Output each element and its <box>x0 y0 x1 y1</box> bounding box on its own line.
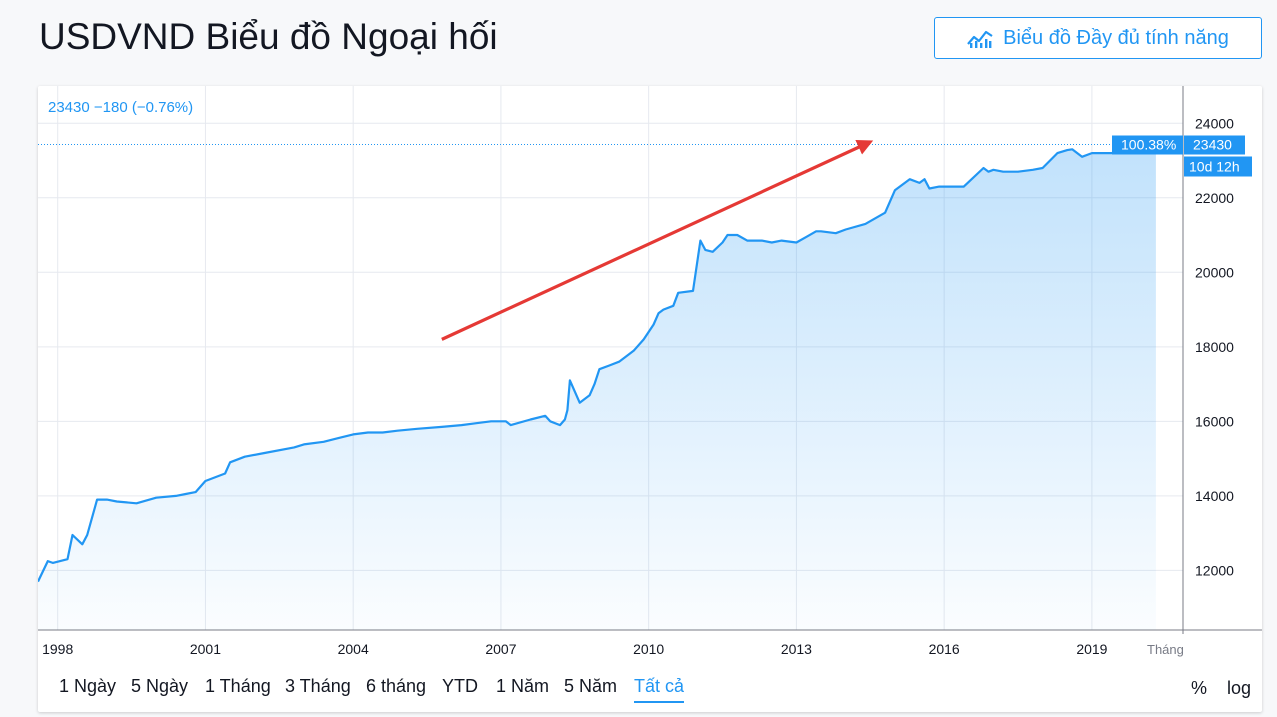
chart-area[interactable]: 12000 14000 16000 18000 20000 22000 24000 1998 2… <box>38 86 1262 672</box>
y-tick-label: 18000 <box>1195 339 1234 355</box>
last-price-label: 23430 <box>1193 136 1232 152</box>
pct-badge <box>1112 135 1183 155</box>
range-5d[interactable]: 5 Ngày <box>131 676 189 696</box>
range-1m[interactable]: 1 Tháng <box>205 676 271 696</box>
range-3m[interactable]: 3 Tháng <box>285 676 351 696</box>
x-tick-label: 2001 <box>190 641 221 657</box>
range-6m[interactable]: 6 tháng <box>366 676 427 696</box>
x-tick-label: 2016 <box>929 641 960 657</box>
range-1d[interactable]: 1 Ngày <box>59 676 117 696</box>
legend-value-line: 23430 −180 (−0.76%) <box>48 99 193 116</box>
percent-toggle[interactable]: % <box>1191 678 1208 698</box>
range-ytd[interactable]: YTD <box>442 676 478 696</box>
chart-line-icon <box>967 30 993 48</box>
legend-change: −180 <box>93 99 128 116</box>
x-tick-label: 2013 <box>781 641 812 657</box>
y-tick-label: 14000 <box>1195 488 1234 504</box>
x-tick-label: 2010 <box>633 641 664 657</box>
range-all[interactable]: Tất cả <box>634 676 685 703</box>
log-toggle[interactable]: log <box>1227 678 1252 698</box>
area-fill <box>38 144 1156 630</box>
y-tick-label: 16000 <box>1195 413 1234 429</box>
x-tick-label: 1998 <box>42 641 73 657</box>
range-1y[interactable]: 1 Năm <box>496 676 550 696</box>
full-chart-button-label: Biểu đồ Đầy đủ tính năng <box>1003 26 1229 49</box>
legend-value: 23430 <box>48 99 90 116</box>
trend-arrow <box>441 139 874 341</box>
x-tick-label: 2004 <box>338 641 369 657</box>
range-5y[interactable]: 5 Năm <box>564 676 618 696</box>
y-tick-label: 22000 <box>1195 190 1234 206</box>
page-title: USDVND Biểu đồ Ngoại hối <box>39 16 498 57</box>
legend-change-pct: (−0.76%) <box>131 99 194 116</box>
countdown-badge <box>1184 156 1252 177</box>
y-tick-label: 12000 <box>1195 562 1234 578</box>
range-toolbar: 1 Ngày 5 Ngày 1 Tháng 3 Tháng 6 tháng YT… <box>38 672 1262 712</box>
pct-label: 100.38% <box>1121 136 1176 152</box>
last-price-badge <box>1184 135 1245 155</box>
countdown-label: 10d 12h <box>1189 158 1240 174</box>
y-tick-label: 24000 <box>1195 115 1234 131</box>
x-axis-unit-label: Tháng <box>1147 642 1184 657</box>
x-tick-label: 2007 <box>485 641 516 657</box>
y-tick-label: 20000 <box>1195 264 1234 280</box>
full-chart-button[interactable]: Biểu đồ Đầy đủ tính năng <box>934 17 1262 59</box>
chart-card: 12000 14000 16000 18000 20000 22000 24000 1998 2… <box>38 86 1262 712</box>
x-tick-label: 2019 <box>1076 641 1107 657</box>
price-line <box>38 143 1157 583</box>
